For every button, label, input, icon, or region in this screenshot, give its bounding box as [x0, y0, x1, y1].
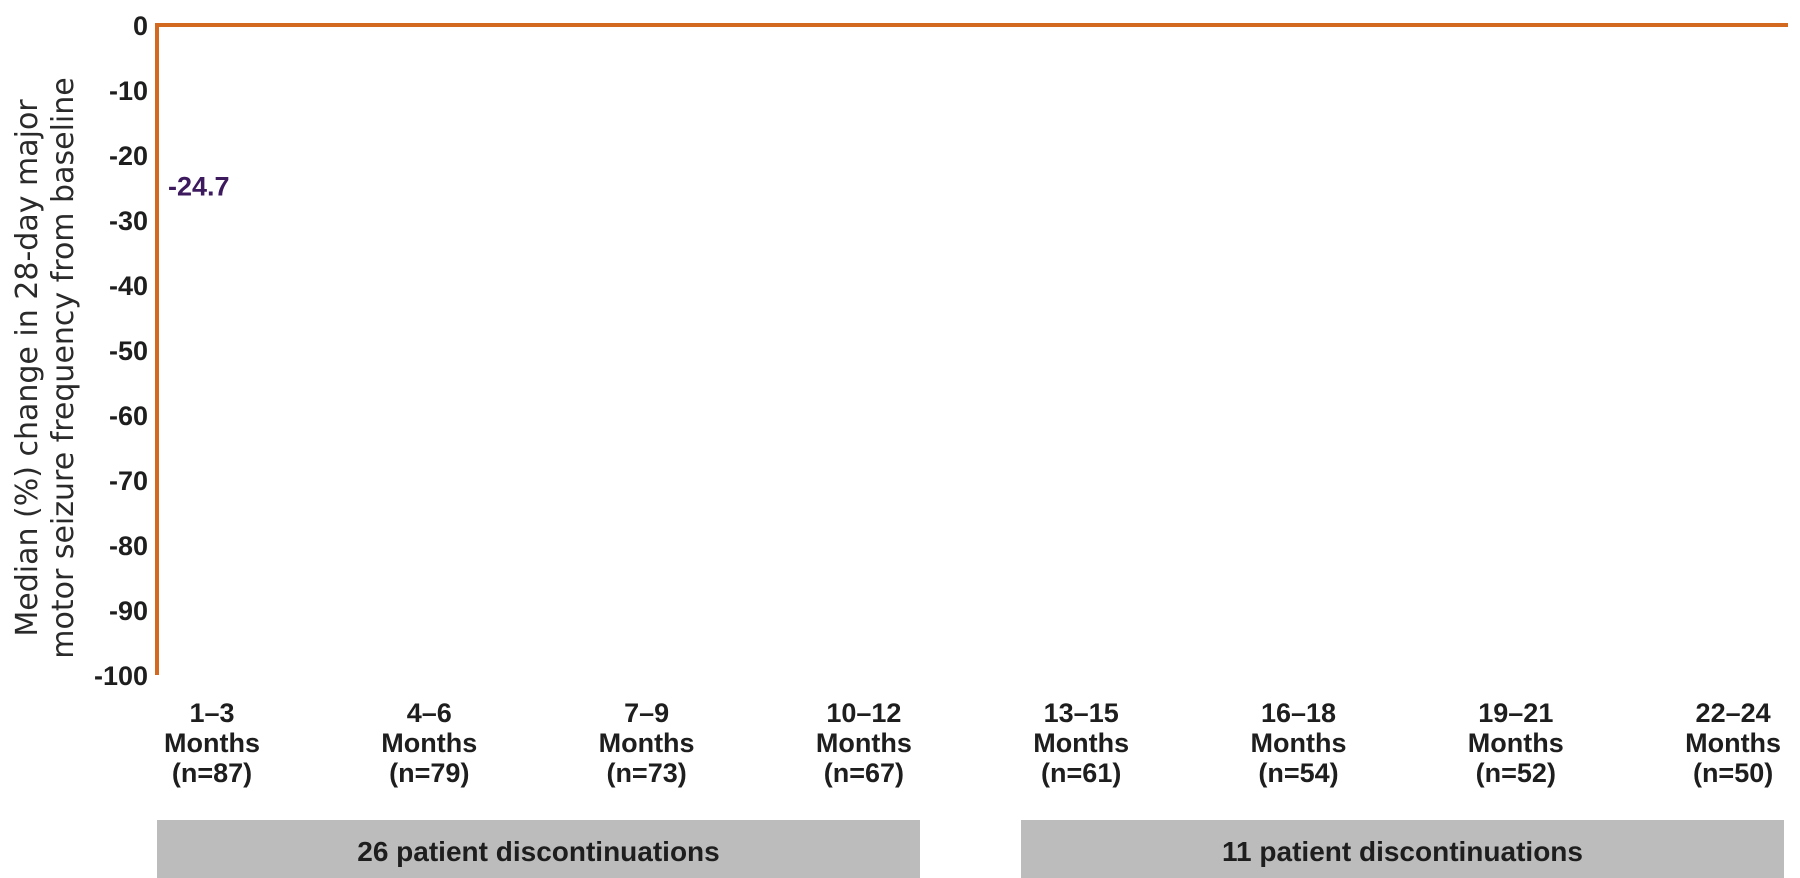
x-tick-label: 4–6 Months (n=79): [381, 698, 477, 788]
data-label: -24.7: [168, 172, 230, 202]
y-tick-label: -10: [109, 76, 148, 106]
x-tick-label: 19–21 Months (n=52): [1468, 698, 1564, 788]
x-tick-label: 7–9 Months (n=73): [599, 698, 695, 788]
group-band: [157, 820, 920, 878]
x-tick-label: 22–24 Months (n=50): [1685, 698, 1781, 788]
y-axis-label: Median (%) change in 28-day major motor …: [10, 77, 81, 658]
axes: [155, 23, 1788, 675]
y-axis-label-line-2: motor seizure frequency from baseline: [46, 77, 81, 658]
group-bands: 26 patient discontinuations 11 patient di…: [157, 820, 1784, 878]
y-axis-label-line-1: Median (%) change in 28-day major: [10, 99, 45, 637]
group-band: [1021, 820, 1784, 878]
data-labels: -24.7: [168, 172, 230, 202]
y-tick-label: -40: [109, 271, 148, 301]
y-tick-label: -30: [109, 206, 148, 236]
group-band-label: 11 patient discontinuations: [1222, 836, 1583, 867]
y-tick-label: -50: [109, 336, 148, 366]
x-tick-labels: 1–3 Months (n=87) 4–6 Months (n=79) 7–9 Months(…: [164, 698, 1781, 788]
group-band-label: 26 patient discontinuations: [357, 836, 719, 867]
x-tick-label: 10–12 Months (n=67): [816, 698, 912, 788]
x-tick-label: 16–18 Months (n=54): [1251, 698, 1347, 788]
y-tick-label: -70: [109, 466, 148, 496]
y-tick-labels: 0 -10 -20 -30 -40 -50 -60 -70 -80 -90 -100: [94, 11, 148, 691]
y-tick-label: -80: [109, 531, 148, 561]
y-tick-label: -60: [109, 401, 148, 431]
x-tick-label: 13–15 Months (n=61): [1033, 698, 1129, 788]
y-tick-label: -100: [94, 661, 148, 691]
y-tick-label: 0: [133, 11, 148, 41]
x-tick-label: 1–3 Months (n=87): [164, 698, 260, 788]
y-tick-label: -20: [109, 141, 148, 171]
y-tick-label: -90: [109, 596, 148, 626]
